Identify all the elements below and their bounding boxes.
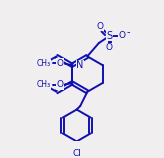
Text: -: -: [126, 27, 130, 37]
Text: O: O: [57, 80, 64, 89]
Text: O: O: [106, 43, 113, 52]
Text: S: S: [106, 31, 113, 41]
Text: O: O: [118, 31, 125, 40]
Text: CH₃: CH₃: [37, 59, 51, 68]
Text: Cl: Cl: [72, 149, 81, 158]
Text: O: O: [57, 59, 64, 68]
Text: CH₃: CH₃: [37, 80, 51, 89]
Text: O: O: [96, 22, 103, 31]
Text: N: N: [76, 60, 84, 70]
